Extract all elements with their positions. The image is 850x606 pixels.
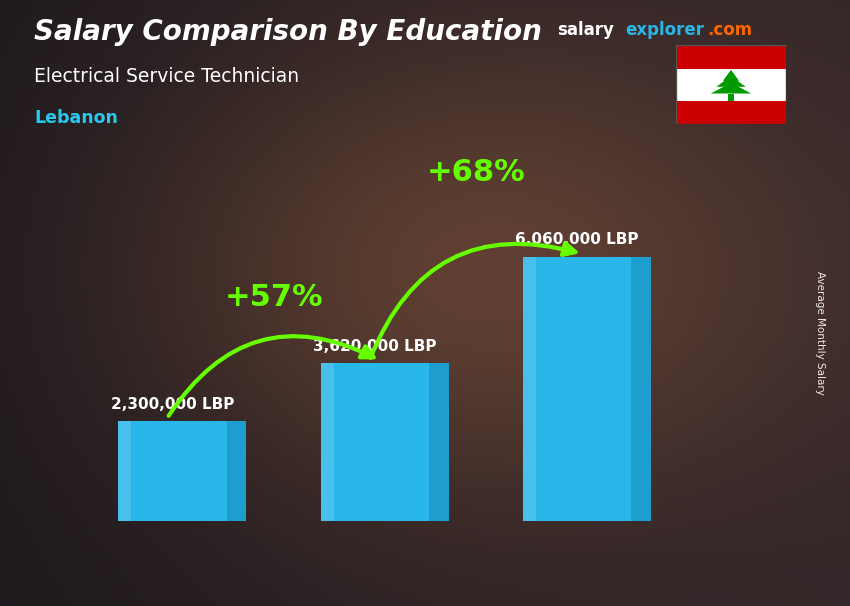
Text: Salary Comparison By Education: Salary Comparison By Education [34,18,542,46]
Text: .com: .com [707,21,752,39]
Text: +68%: +68% [427,158,525,187]
Bar [523,257,536,521]
Polygon shape [429,363,449,521]
Bar [676,69,786,101]
Bar [728,93,734,101]
Text: Average Monthly Salary: Average Monthly Salary [815,271,825,395]
Bar [523,257,632,521]
Polygon shape [227,421,246,521]
Text: 2,300,000 LBP: 2,300,000 LBP [110,396,235,411]
Polygon shape [632,257,651,521]
Bar [676,101,786,124]
Text: +57%: +57% [224,283,323,312]
Polygon shape [711,83,751,93]
Bar [118,421,132,521]
Polygon shape [722,70,740,81]
Bar [676,45,786,69]
Text: 6,060,000 LBP: 6,060,000 LBP [515,233,639,247]
Polygon shape [717,76,745,87]
Text: salary: salary [557,21,614,39]
Text: Lebanon: Lebanon [34,109,118,127]
Text: 3,620,000 LBP: 3,620,000 LBP [313,339,437,354]
Text: explorer: explorer [625,21,704,39]
Text: Electrical Service Technician: Electrical Service Technician [34,67,299,85]
Bar [118,421,227,521]
Bar [320,363,334,521]
Bar [320,363,429,521]
